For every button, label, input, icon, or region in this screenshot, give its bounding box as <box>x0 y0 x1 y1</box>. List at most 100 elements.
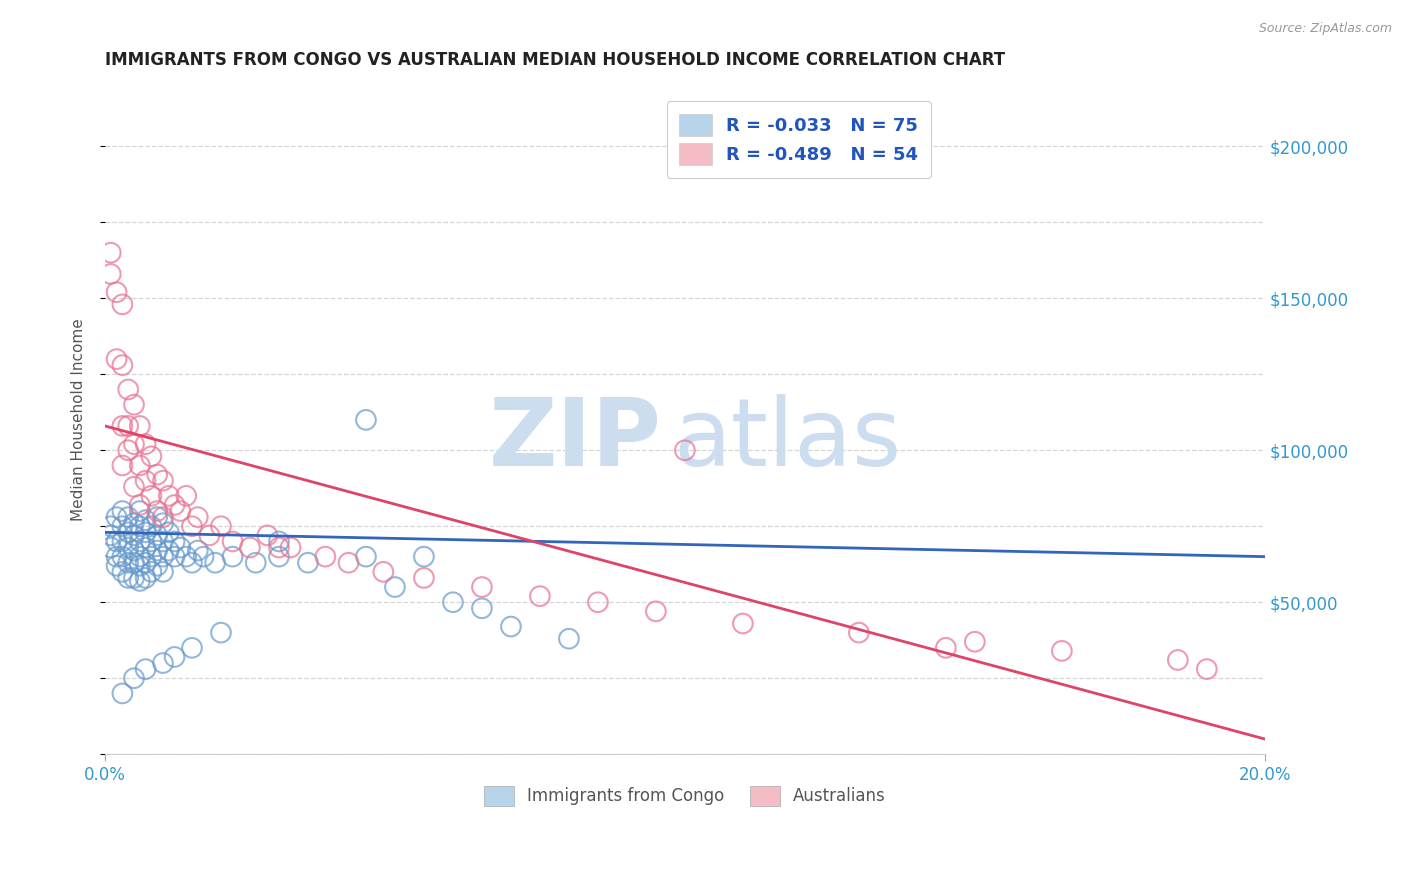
Point <box>111 534 134 549</box>
Point <box>373 565 395 579</box>
Point <box>163 649 186 664</box>
Point <box>141 450 163 464</box>
Point <box>152 474 174 488</box>
Point <box>354 549 377 564</box>
Point <box>135 541 157 555</box>
Point <box>209 625 232 640</box>
Point <box>100 528 122 542</box>
Point <box>111 419 134 434</box>
Point <box>673 443 696 458</box>
Point <box>128 419 150 434</box>
Point <box>122 571 145 585</box>
Point <box>117 541 139 555</box>
Point <box>100 541 122 555</box>
Text: Source: ZipAtlas.com: Source: ZipAtlas.com <box>1258 22 1392 36</box>
Point <box>122 556 145 570</box>
Point <box>111 358 134 372</box>
Point <box>122 480 145 494</box>
Legend: Immigrants from Congo, Australians: Immigrants from Congo, Australians <box>478 779 893 813</box>
Point <box>384 580 406 594</box>
Point <box>163 549 186 564</box>
Point <box>105 549 128 564</box>
Point <box>471 580 494 594</box>
Point <box>128 458 150 473</box>
Point <box>122 398 145 412</box>
Point <box>152 549 174 564</box>
Point <box>152 516 174 531</box>
Point <box>204 556 226 570</box>
Point <box>174 549 197 564</box>
Point <box>314 549 336 564</box>
Point <box>731 616 754 631</box>
Point <box>141 534 163 549</box>
Point <box>111 565 134 579</box>
Point <box>141 489 163 503</box>
Point <box>169 504 191 518</box>
Point <box>146 467 169 482</box>
Point <box>529 589 551 603</box>
Point <box>209 519 232 533</box>
Point <box>111 686 134 700</box>
Y-axis label: Median Household Income: Median Household Income <box>72 318 86 521</box>
Point <box>1167 653 1189 667</box>
Point <box>105 352 128 367</box>
Point <box>141 565 163 579</box>
Point <box>181 519 204 533</box>
Point <box>117 419 139 434</box>
Point <box>146 504 169 518</box>
Point <box>163 498 186 512</box>
Point <box>117 443 139 458</box>
Point <box>221 534 243 549</box>
Point <box>245 556 267 570</box>
Point <box>135 556 157 570</box>
Point <box>152 534 174 549</box>
Point <box>122 516 145 531</box>
Point <box>239 541 262 555</box>
Point <box>169 541 191 555</box>
Point <box>117 510 139 524</box>
Point <box>198 528 221 542</box>
Point <box>111 297 134 311</box>
Point <box>157 543 180 558</box>
Point <box>105 285 128 300</box>
Point <box>117 383 139 397</box>
Point <box>187 543 209 558</box>
Point <box>128 549 150 564</box>
Point <box>297 556 319 570</box>
Point <box>848 625 870 640</box>
Point <box>441 595 464 609</box>
Point <box>135 437 157 451</box>
Point <box>122 437 145 451</box>
Point <box>152 656 174 670</box>
Point <box>1195 662 1218 676</box>
Text: atlas: atlas <box>673 394 901 486</box>
Point <box>163 534 186 549</box>
Point <box>146 528 169 542</box>
Point <box>471 601 494 615</box>
Point <box>152 510 174 524</box>
Point <box>187 510 209 524</box>
Point <box>1050 644 1073 658</box>
Point <box>146 510 169 524</box>
Point <box>221 549 243 564</box>
Point <box>280 541 302 555</box>
Point <box>100 267 122 281</box>
Point <box>122 543 145 558</box>
Point <box>135 662 157 676</box>
Text: IMMIGRANTS FROM CONGO VS AUSTRALIAN MEDIAN HOUSEHOLD INCOME CORRELATION CHART: IMMIGRANTS FROM CONGO VS AUSTRALIAN MEDI… <box>105 51 1005 69</box>
Point <box>413 549 436 564</box>
Point <box>135 513 157 527</box>
Point <box>174 489 197 503</box>
Point <box>181 556 204 570</box>
Point <box>111 519 134 533</box>
Point <box>128 504 150 518</box>
Point <box>935 640 957 655</box>
Point <box>135 525 157 540</box>
Point <box>337 556 360 570</box>
Point <box>128 574 150 588</box>
Point <box>128 498 150 512</box>
Point <box>181 640 204 655</box>
Point <box>122 528 145 542</box>
Point <box>499 619 522 633</box>
Point <box>193 549 215 564</box>
